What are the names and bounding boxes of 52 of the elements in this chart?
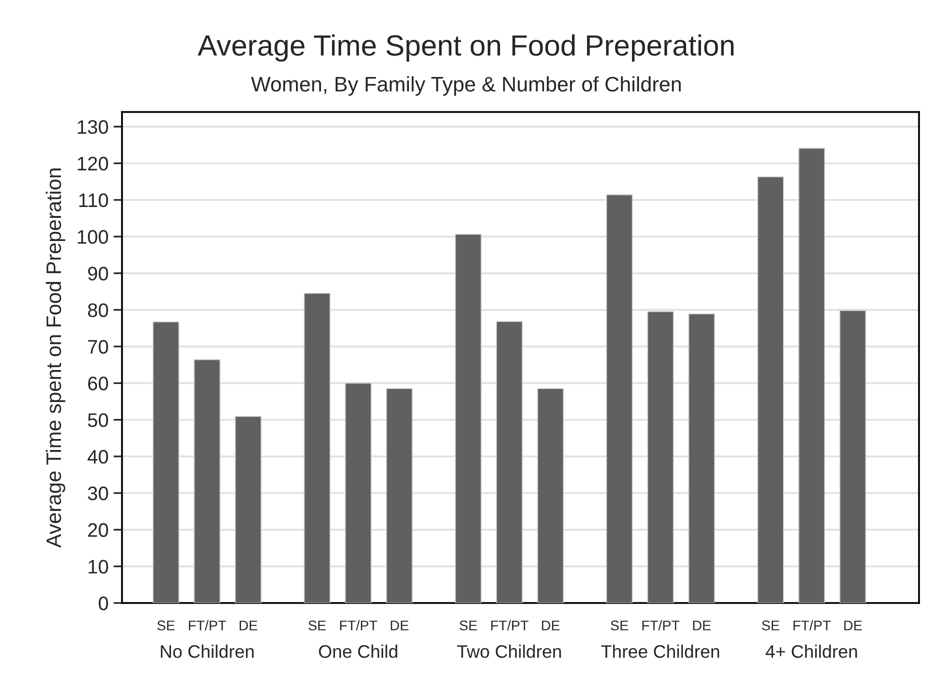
text: SE <box>460 620 477 630</box>
text: DE <box>542 620 560 630</box>
chart-title: Average Time Spent on Food Preperation <box>198 34 734 62</box>
y-tick-label: 50 <box>88 413 108 428</box>
x-tick-label: Three Children <box>601 644 720 658</box>
bar <box>304 292 330 603</box>
bar <box>606 194 633 603</box>
series-label: DE <box>240 620 258 630</box>
y-tick-label: 100 <box>78 230 108 244</box>
bar <box>688 313 715 603</box>
text: DE <box>844 620 862 630</box>
text: DE <box>693 620 711 630</box>
y-tick-label: 0 <box>98 596 108 610</box>
text: SE <box>308 620 326 630</box>
y-tick-label: 10 <box>88 560 108 574</box>
bar <box>194 359 220 603</box>
y-tick-label: 20 <box>88 523 108 537</box>
bar <box>798 148 825 603</box>
x-tick-label: Two Children <box>457 644 561 658</box>
y-tick-label: 60 <box>88 376 108 390</box>
bar <box>386 388 413 603</box>
y-tick-label: 80 <box>88 303 108 318</box>
y-tick-label: 90 <box>88 266 108 280</box>
y-tick-label: 40 <box>88 450 108 464</box>
bar <box>496 321 523 603</box>
series-label: FT/PT <box>340 620 378 630</box>
bar <box>344 382 372 603</box>
y-tick-label: 130 <box>78 120 108 134</box>
text: SE <box>610 620 628 630</box>
text: FT/PT <box>188 620 226 630</box>
text: FT/PT <box>794 620 831 630</box>
bar <box>840 310 866 603</box>
text: DE <box>390 620 408 630</box>
bar <box>234 416 262 603</box>
y-axis-title: Average Time spent on Food Preperation <box>46 168 66 548</box>
bar <box>647 311 674 603</box>
x-tick-label: No Children <box>160 644 254 658</box>
text: FT/PT <box>642 620 680 630</box>
y-tick-label: 70 <box>88 340 108 354</box>
bar <box>152 322 180 603</box>
y-tick-label: 30 <box>88 486 108 500</box>
x-tick-label: One Child <box>318 644 398 658</box>
bar <box>757 176 784 603</box>
series-label: SE <box>157 620 175 630</box>
text: SE <box>762 620 780 630</box>
bar <box>455 234 482 603</box>
text: FT/PT <box>491 620 528 630</box>
x-tick-label: 4+ Children <box>766 644 857 658</box>
chart-subtitle: Women, By Family Type & Number of Children <box>251 76 681 96</box>
y-tick-label: 120 <box>78 156 108 171</box>
y-tick-label: 110 <box>79 193 108 208</box>
bar <box>537 388 564 603</box>
